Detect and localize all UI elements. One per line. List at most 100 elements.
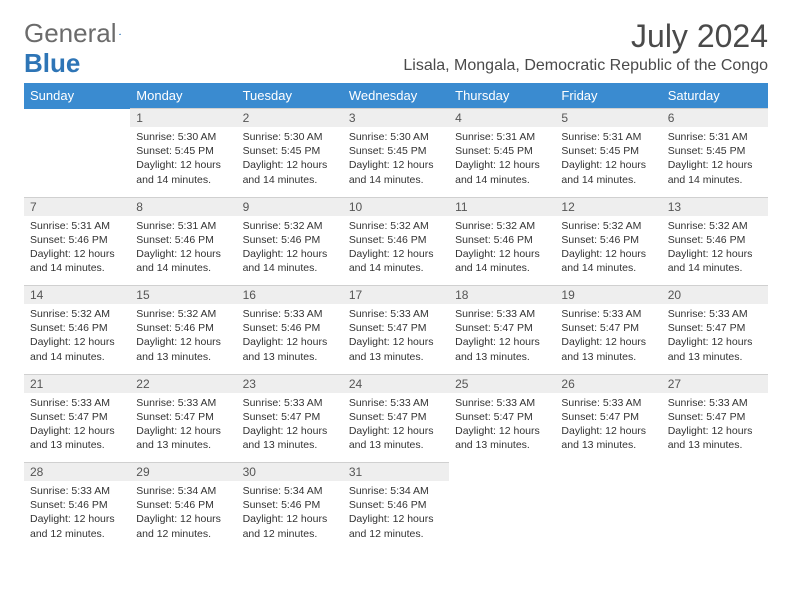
day-number-cell: 21 [24, 374, 130, 393]
title-block: July 2024 Lisala, Mongala, Democratic Re… [403, 18, 768, 75]
location: Lisala, Mongala, Democratic Republic of … [403, 57, 768, 75]
sunrise-text: Sunrise: 5:32 AM [668, 219, 762, 233]
weekday-tuesday: Tuesday [237, 83, 343, 109]
sunset-text: Sunset: 5:46 PM [136, 498, 230, 512]
day-number-cell: 27 [662, 374, 768, 393]
day-detail-cell: Sunrise: 5:33 AMSunset: 5:47 PMDaylight:… [130, 393, 236, 463]
sunset-text: Sunset: 5:46 PM [30, 498, 124, 512]
sunrise-text: Sunrise: 5:34 AM [243, 484, 337, 498]
day-detail-cell: Sunrise: 5:32 AMSunset: 5:46 PMDaylight:… [449, 216, 555, 286]
sunrise-text: Sunrise: 5:31 AM [561, 130, 655, 144]
day-detail-cell: Sunrise: 5:33 AMSunset: 5:47 PMDaylight:… [662, 304, 768, 374]
day-detail-cell [24, 127, 130, 197]
sunset-text: Sunset: 5:47 PM [455, 410, 549, 424]
day-detail-cell: Sunrise: 5:30 AMSunset: 5:45 PMDaylight:… [237, 127, 343, 197]
sunset-text: Sunset: 5:46 PM [668, 233, 762, 247]
sunrise-text: Sunrise: 5:33 AM [561, 396, 655, 410]
logo-sail-icon [119, 27, 121, 41]
daylight-text: Daylight: 12 hours and 12 minutes. [136, 512, 230, 540]
sunrise-text: Sunrise: 5:33 AM [243, 396, 337, 410]
daylight-text: Daylight: 12 hours and 14 minutes. [349, 158, 443, 186]
day-detail-row: Sunrise: 5:30 AMSunset: 5:45 PMDaylight:… [24, 127, 768, 197]
day-detail-cell: Sunrise: 5:31 AMSunset: 5:45 PMDaylight:… [662, 127, 768, 197]
day-number-cell: 17 [343, 286, 449, 305]
day-number-cell: 8 [130, 197, 236, 216]
sunset-text: Sunset: 5:47 PM [455, 321, 549, 335]
day-number-cell: 4 [449, 109, 555, 128]
day-detail-cell [662, 481, 768, 551]
sunset-text: Sunset: 5:46 PM [349, 498, 443, 512]
day-detail-row: Sunrise: 5:33 AMSunset: 5:47 PMDaylight:… [24, 393, 768, 463]
day-detail-row: Sunrise: 5:31 AMSunset: 5:46 PMDaylight:… [24, 216, 768, 286]
day-number-cell: 7 [24, 197, 130, 216]
daylight-text: Daylight: 12 hours and 14 minutes. [561, 158, 655, 186]
day-number-cell: 31 [343, 463, 449, 482]
day-detail-cell: Sunrise: 5:33 AMSunset: 5:47 PMDaylight:… [449, 393, 555, 463]
sunrise-text: Sunrise: 5:32 AM [30, 307, 124, 321]
weekday-saturday: Saturday [662, 83, 768, 109]
day-number-cell: 5 [555, 109, 661, 128]
logo-line2: Blue [24, 48, 80, 79]
sunset-text: Sunset: 5:45 PM [561, 144, 655, 158]
daylight-text: Daylight: 12 hours and 13 minutes. [349, 335, 443, 363]
day-number-cell: 11 [449, 197, 555, 216]
sunset-text: Sunset: 5:46 PM [561, 233, 655, 247]
day-detail-cell: Sunrise: 5:33 AMSunset: 5:47 PMDaylight:… [343, 304, 449, 374]
day-number-cell: 16 [237, 286, 343, 305]
header: General July 2024 Lisala, Mongala, Democ… [24, 18, 768, 75]
sunrise-text: Sunrise: 5:33 AM [349, 396, 443, 410]
day-detail-cell [449, 481, 555, 551]
sunset-text: Sunset: 5:47 PM [668, 410, 762, 424]
daylight-text: Daylight: 12 hours and 14 minutes. [668, 158, 762, 186]
weekday-wednesday: Wednesday [343, 83, 449, 109]
sunrise-text: Sunrise: 5:31 AM [455, 130, 549, 144]
day-number-cell: 15 [130, 286, 236, 305]
day-number-cell: 22 [130, 374, 236, 393]
day-detail-cell: Sunrise: 5:31 AMSunset: 5:46 PMDaylight:… [130, 216, 236, 286]
day-number-cell: 9 [237, 197, 343, 216]
sunset-text: Sunset: 5:45 PM [243, 144, 337, 158]
sunrise-text: Sunrise: 5:32 AM [349, 219, 443, 233]
sunset-text: Sunset: 5:47 PM [668, 321, 762, 335]
sunset-text: Sunset: 5:46 PM [30, 321, 124, 335]
day-number-cell: 1 [130, 109, 236, 128]
day-number-cell: 19 [555, 286, 661, 305]
sunset-text: Sunset: 5:46 PM [243, 321, 337, 335]
sunrise-text: Sunrise: 5:31 AM [30, 219, 124, 233]
sunset-text: Sunset: 5:47 PM [243, 410, 337, 424]
day-detail-cell: Sunrise: 5:32 AMSunset: 5:46 PMDaylight:… [237, 216, 343, 286]
daylight-text: Daylight: 12 hours and 14 minutes. [668, 247, 762, 275]
day-detail-row: Sunrise: 5:33 AMSunset: 5:46 PMDaylight:… [24, 481, 768, 551]
day-number-cell: 28 [24, 463, 130, 482]
sunrise-text: Sunrise: 5:33 AM [455, 307, 549, 321]
daylight-text: Daylight: 12 hours and 13 minutes. [136, 424, 230, 452]
weekday-thursday: Thursday [449, 83, 555, 109]
day-number-cell: 29 [130, 463, 236, 482]
day-number-row: 28293031 [24, 463, 768, 482]
daylight-text: Daylight: 12 hours and 14 minutes. [243, 247, 337, 275]
day-number-row: 78910111213 [24, 197, 768, 216]
daylight-text: Daylight: 12 hours and 14 minutes. [30, 247, 124, 275]
daylight-text: Daylight: 12 hours and 13 minutes. [561, 424, 655, 452]
daylight-text: Daylight: 12 hours and 14 minutes. [455, 247, 549, 275]
day-number-cell: 6 [662, 109, 768, 128]
daylight-text: Daylight: 12 hours and 14 minutes. [349, 247, 443, 275]
sunrise-text: Sunrise: 5:34 AM [136, 484, 230, 498]
sunrise-text: Sunrise: 5:32 AM [136, 307, 230, 321]
sunrise-text: Sunrise: 5:31 AM [668, 130, 762, 144]
day-number-cell [662, 463, 768, 482]
daylight-text: Daylight: 12 hours and 12 minutes. [349, 512, 443, 540]
daylight-text: Daylight: 12 hours and 13 minutes. [136, 335, 230, 363]
day-number-cell: 25 [449, 374, 555, 393]
daylight-text: Daylight: 12 hours and 13 minutes. [243, 335, 337, 363]
sunrise-text: Sunrise: 5:33 AM [136, 396, 230, 410]
daylight-text: Daylight: 12 hours and 13 minutes. [243, 424, 337, 452]
daylight-text: Daylight: 12 hours and 13 minutes. [455, 335, 549, 363]
day-detail-cell: Sunrise: 5:34 AMSunset: 5:46 PMDaylight:… [237, 481, 343, 551]
sunrise-text: Sunrise: 5:33 AM [668, 307, 762, 321]
sunset-text: Sunset: 5:45 PM [349, 144, 443, 158]
sunset-text: Sunset: 5:45 PM [668, 144, 762, 158]
sunrise-text: Sunrise: 5:30 AM [243, 130, 337, 144]
sunrise-text: Sunrise: 5:32 AM [243, 219, 337, 233]
day-detail-cell: Sunrise: 5:33 AMSunset: 5:46 PMDaylight:… [24, 481, 130, 551]
